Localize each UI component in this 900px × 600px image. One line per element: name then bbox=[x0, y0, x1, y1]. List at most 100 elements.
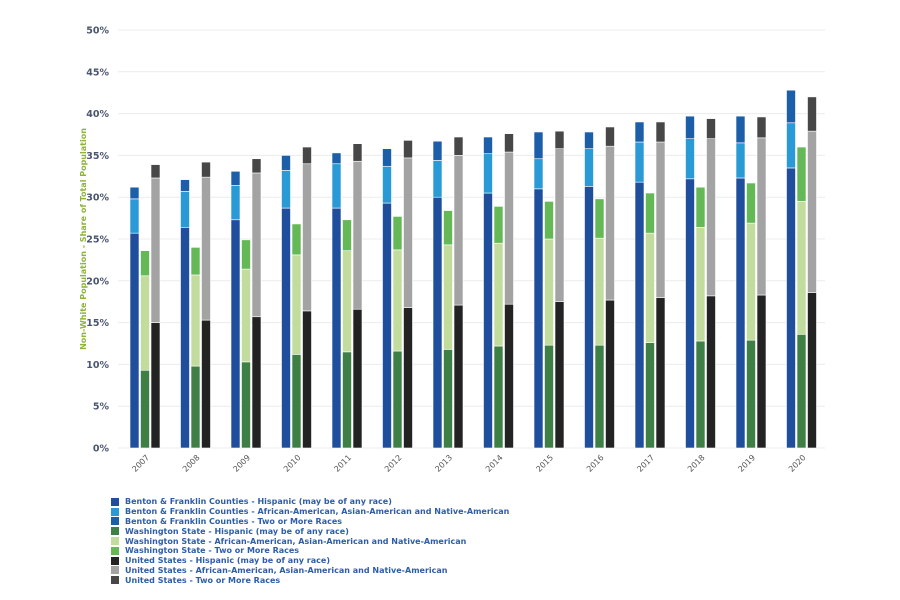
bar-segment bbox=[443, 244, 453, 350]
bar-segment bbox=[201, 176, 211, 321]
bar-segment bbox=[645, 342, 655, 449]
bar-segment bbox=[605, 126, 615, 147]
bar-segment bbox=[605, 145, 615, 301]
bar-segment bbox=[432, 196, 443, 449]
legend-item[interactable]: Benton & Franklin Counties - Hispanic (m… bbox=[111, 497, 509, 507]
bar-segment bbox=[796, 334, 807, 449]
y-tick-label: 10% bbox=[86, 360, 109, 371]
bar-segment bbox=[392, 216, 403, 251]
bar-segment bbox=[807, 96, 817, 132]
bar-segment bbox=[453, 304, 464, 449]
legend-swatch bbox=[111, 566, 119, 575]
y-tick-label: 45% bbox=[86, 67, 109, 78]
legend-item[interactable]: United States - Hispanic (may be of any … bbox=[111, 556, 509, 566]
bar-segment bbox=[706, 295, 716, 449]
legend-item[interactable]: Washington State - African-American, Asi… bbox=[111, 536, 509, 546]
legend-item[interactable]: Washington State - Two or More Races bbox=[111, 546, 509, 556]
bar-segment bbox=[554, 130, 565, 150]
legend-label: United States - Two or More Races bbox=[125, 575, 281, 585]
x-tick-label: 2008 bbox=[181, 453, 202, 474]
y-tick-label: 40% bbox=[86, 109, 109, 120]
bar-segment bbox=[746, 339, 756, 449]
bar-segment bbox=[150, 322, 161, 449]
bar-segment bbox=[382, 165, 392, 204]
bar-segment bbox=[443, 210, 453, 246]
bar-segment bbox=[504, 303, 514, 449]
bar-segment bbox=[554, 301, 565, 449]
bar-segment bbox=[150, 177, 161, 323]
bar-segment bbox=[786, 89, 796, 124]
bar-segment bbox=[695, 226, 706, 342]
x-tick-label: 2020 bbox=[787, 453, 808, 474]
legend-label: Benton & Franklin Counties - African-Ame… bbox=[125, 507, 510, 517]
bar-segment bbox=[634, 121, 645, 143]
bar-segment bbox=[251, 172, 262, 318]
bar-segment bbox=[251, 158, 262, 174]
legend-label: United States - African-American, Asian-… bbox=[125, 565, 448, 575]
legend-item[interactable]: Benton & Franklin Counties - Two or More… bbox=[111, 517, 509, 527]
bar-segment bbox=[190, 247, 201, 276]
bar-segment bbox=[403, 307, 413, 449]
bar-segment bbox=[241, 239, 251, 270]
bar-segment bbox=[241, 361, 251, 449]
legend-label: Washington State - Hispanic (may be of a… bbox=[125, 526, 349, 536]
bar-segment bbox=[655, 297, 666, 449]
legend-swatch bbox=[111, 527, 119, 536]
bar-segment bbox=[382, 202, 392, 449]
bar-segment bbox=[493, 242, 504, 347]
bar-segment bbox=[634, 141, 645, 183]
bar-segment bbox=[483, 153, 493, 194]
bar-segment bbox=[483, 192, 493, 449]
bar-segment bbox=[645, 192, 655, 234]
bar-segment bbox=[140, 250, 150, 277]
bar-segment bbox=[230, 170, 241, 186]
bar-segment bbox=[352, 143, 363, 162]
y-axis-ticks: 0% 5% 10% 15% 20% 25% 30% 35% 40% 45% 50% bbox=[86, 26, 109, 455]
x-tick-label: 2013 bbox=[433, 453, 454, 474]
bar-segment bbox=[504, 151, 514, 305]
bar-segment bbox=[180, 226, 190, 449]
bar-segment bbox=[735, 142, 746, 179]
bar-segment bbox=[685, 138, 695, 180]
bar-segment bbox=[533, 131, 544, 160]
bar-segment bbox=[453, 155, 464, 306]
legend-item[interactable]: Benton & Franklin Counties - African-Ame… bbox=[111, 507, 509, 517]
bar-segment bbox=[129, 198, 140, 234]
x-tick-label: 2014 bbox=[484, 453, 505, 474]
bar-segment bbox=[382, 148, 392, 167]
bar-segment bbox=[302, 310, 312, 449]
bar-segment bbox=[403, 157, 413, 308]
x-tick-label: 2009 bbox=[231, 453, 252, 474]
y-tick-label: 50% bbox=[86, 26, 109, 37]
x-tick-label: 2011 bbox=[332, 453, 353, 474]
x-tick-label: 2007 bbox=[130, 453, 151, 474]
bar-segment bbox=[504, 133, 514, 153]
y-tick-label: 0% bbox=[93, 444, 110, 455]
bar-segment bbox=[786, 122, 796, 169]
bar-segment bbox=[807, 130, 817, 293]
legend-item[interactable]: United States - African-American, Asian-… bbox=[111, 566, 509, 576]
bar-segment bbox=[392, 350, 403, 449]
legend-label: Benton & Franklin Counties - Two or More… bbox=[125, 516, 343, 526]
bar-segment bbox=[403, 140, 413, 159]
bar-segment bbox=[533, 158, 544, 190]
bar-segment bbox=[685, 178, 695, 449]
y-tick-label: 35% bbox=[86, 151, 109, 162]
bar-segment bbox=[201, 319, 211, 449]
y-tick-label: 20% bbox=[86, 276, 109, 287]
bar-segment bbox=[342, 351, 352, 449]
legend-swatch bbox=[111, 507, 119, 516]
bar-segment bbox=[352, 160, 363, 310]
bar-segment bbox=[544, 238, 554, 346]
legend-item[interactable]: Washington State - Hispanic (may be of a… bbox=[111, 526, 509, 536]
bar-segment bbox=[281, 207, 291, 449]
bar-segment bbox=[796, 146, 807, 202]
bar-segment bbox=[251, 316, 262, 449]
bar-segment bbox=[756, 294, 767, 449]
bar-segment bbox=[291, 254, 302, 355]
x-axis-ticks: 2007 2008 2009 2010 2011 2012 2013 2014 2015 2016… bbox=[130, 453, 807, 474]
legend-item[interactable]: United States - Two or More Races bbox=[111, 575, 509, 585]
bar-segment bbox=[281, 170, 291, 209]
bar-segment bbox=[342, 250, 352, 353]
bar-segment bbox=[201, 161, 211, 178]
